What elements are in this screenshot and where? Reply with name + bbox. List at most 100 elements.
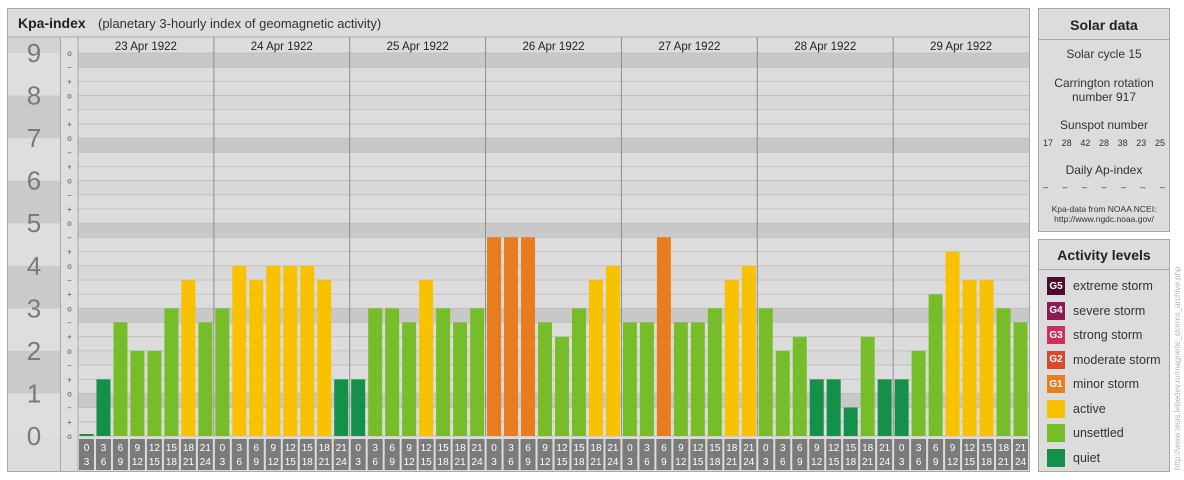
solar-data-title: Solar data [1070,17,1138,33]
kp-bar-day6-7 [1013,322,1028,436]
y-tick-label-0: 0 [27,421,41,451]
interval-box [775,439,791,470]
interval-end-label: 18 [573,457,585,468]
sub-tick-label: o [67,92,72,101]
y-band [78,393,1029,408]
kp-bar-day0-4 [147,350,162,436]
interval-start-label: 12 [964,443,976,454]
interval-end-label: 9 [254,457,260,468]
interval-box [265,439,281,470]
interval-start-label: 21 [1015,443,1027,454]
interval-box [656,439,672,470]
carrington-rotation-line2: number 917 [1071,90,1137,104]
sunspot-value-3: 28 [1098,138,1109,148]
interval-box [758,439,774,470]
legend-item-extreme-storm: G5 extreme storm [1047,276,1153,296]
sub-tick-label: o [67,304,72,313]
interval-end-label: 6 [916,457,922,468]
sub-tick-label: − [67,191,72,200]
interval-end-label: 9 [525,457,531,468]
interval-end-label: 21 [319,457,331,468]
sunspot-value-0: 17 [1043,138,1054,148]
interval-box [911,439,927,470]
kp-bar-day4-1 [639,322,654,436]
sub-tick-label: − [67,106,72,115]
interval-box [792,439,808,470]
interval-end-label: 18 [438,457,450,468]
y-label-band [8,265,60,309]
day-label-4: 27 Apr 1922 [658,41,720,53]
ap-value-0: – [1043,182,1049,192]
interval-start-label: 9 [271,443,277,454]
interval-start-label: 0 [220,443,226,454]
interval-start-label: 3 [508,443,514,454]
ap-value-2: – [1081,182,1087,192]
interval-end-label: 21 [455,457,467,468]
sub-tick-label: o [67,219,72,228]
interval-end-label: 6 [372,457,378,468]
interval-start-label: 12 [421,443,433,454]
kp-bar-day2-6 [453,322,468,436]
y-band [78,95,1029,110]
interval-box [214,439,230,470]
kpa-bar-chart: 0123456789o+−o+−o+−o+−o+−o+−o+−o+−o+−o23… [8,36,1029,471]
interval-end-label: 18 [845,457,857,468]
kp-bar-day0-2 [113,322,128,436]
interval-box [248,439,264,470]
kp-bar-day4-7 [741,265,756,436]
kp-bar-day6-2 [928,294,943,436]
kp-bar-day1-4 [283,265,298,436]
sub-tick-label: + [67,418,72,427]
kp-bar-day4-2 [656,237,671,436]
interval-end-label: 21 [862,457,874,468]
kp-bar-day6-6 [996,308,1011,436]
interval-start-label: 21 [743,443,755,454]
interval-end-label: 6 [644,457,650,468]
ap-value-3: – [1101,182,1107,192]
kp-bar-day5-4 [826,379,841,436]
interval-box [95,439,111,470]
interval-box [418,439,434,470]
interval-box [741,439,757,470]
interval-end-label: 24 [1015,457,1027,468]
activity-levels-title: Activity levels [1057,247,1151,263]
interval-end-label: 18 [981,457,993,468]
sub-tick-column [61,37,78,436]
y-label-band [8,350,60,394]
interval-start-label: 9 [406,443,412,454]
y-label-band [8,180,60,224]
interval-end-label: 15 [149,457,161,468]
kp-bar-day2-3 [402,322,417,436]
kp-bar-day3-1 [504,237,519,436]
interval-end-label: 21 [998,457,1010,468]
interval-box [112,439,128,470]
interval-box [962,439,978,470]
y-tick-label-3: 3 [27,293,41,323]
ap-value-4: – [1120,182,1126,192]
kp-bar-day6-1 [911,350,926,436]
interval-end-label: 3 [627,457,633,468]
kp-bar-day1-6 [317,279,332,436]
interval-box [469,439,485,470]
y-label-band [8,95,60,139]
ap-index-values: – – – – – – – [1043,182,1165,192]
interval-box [452,439,468,470]
interval-start-label: 6 [933,443,939,454]
interval-start-label: 15 [438,443,450,454]
interval-end-label: 9 [118,457,124,468]
interval-end-label: 15 [964,457,976,468]
legend-label: unsettled [1073,426,1124,440]
copyright-text: http://www.tesis.lebedev.ru/magnetic_sto… [1173,266,1182,470]
interval-box [384,439,400,470]
interval-start-label: 18 [998,443,1010,454]
kp-bar-day3-6 [588,279,603,436]
interval-box [588,439,604,470]
interval-end-label: 6 [780,457,786,468]
kp-bar-day4-6 [724,279,739,436]
ap-index-label: Daily Ap-index [1065,163,1143,177]
interval-end-label: 15 [285,457,297,468]
interval-start-label: 6 [254,443,260,454]
interval-end-label: 12 [268,457,280,468]
kp-bar-day4-5 [707,308,722,436]
y-band [78,53,1029,68]
